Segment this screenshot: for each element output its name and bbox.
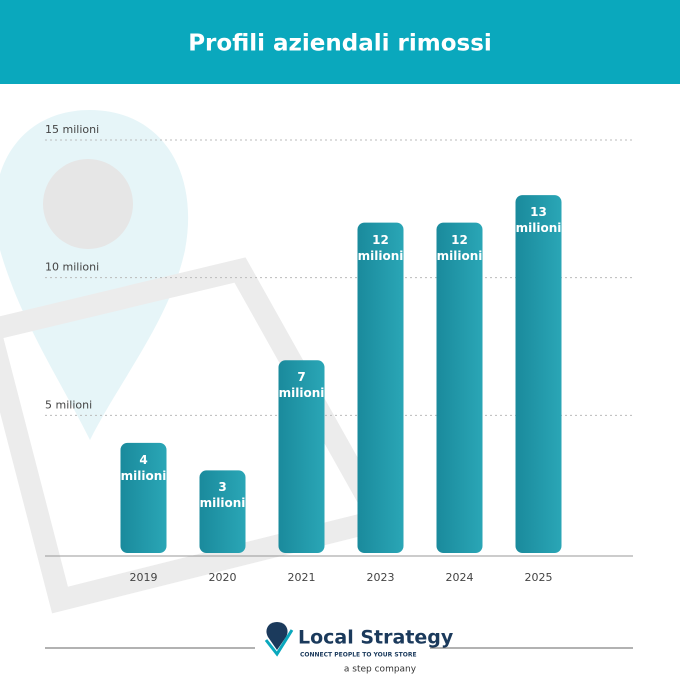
x-tick-label: 2023 xyxy=(367,571,395,584)
x-tick-label: 2020 xyxy=(209,571,237,584)
y-tick-label: 15 milioni xyxy=(45,123,99,136)
footer: Local Strategy CONNECT PEOPLE TO YOUR ST… xyxy=(45,622,633,675)
x-tick-label: 2025 xyxy=(525,571,553,584)
bar xyxy=(199,470,246,553)
value-label: 4 milioni xyxy=(120,452,167,483)
footer-company: a step company xyxy=(344,665,417,675)
value-label: 7 milioni xyxy=(278,370,325,401)
logo-pin xyxy=(266,622,288,650)
x-tick-label: 2021 xyxy=(288,571,316,584)
x-tick-label: 2019 xyxy=(130,571,158,584)
y-tick-label: 5 milioni xyxy=(45,398,92,411)
footer-brand: Local Strategy xyxy=(298,627,454,649)
y-tick-label: 10 milioni xyxy=(45,261,99,274)
value-label: 12 milioni xyxy=(357,232,404,263)
bar xyxy=(120,442,167,553)
header-band xyxy=(0,0,680,84)
x-tick-label: 2024 xyxy=(446,571,474,584)
logo-check xyxy=(264,629,294,657)
footer-tagline: CONNECT PEOPLE TO YOUR STORE xyxy=(300,652,417,659)
chart-title: Profili aziendali rimossi xyxy=(188,31,492,57)
value-label: 3 milioni xyxy=(199,480,246,511)
value-label: 12 milioni xyxy=(436,232,483,263)
bar xyxy=(357,222,404,553)
value-label: 13 milioni xyxy=(515,205,562,236)
bar xyxy=(436,222,483,553)
bar xyxy=(278,360,325,553)
bar xyxy=(515,195,562,554)
